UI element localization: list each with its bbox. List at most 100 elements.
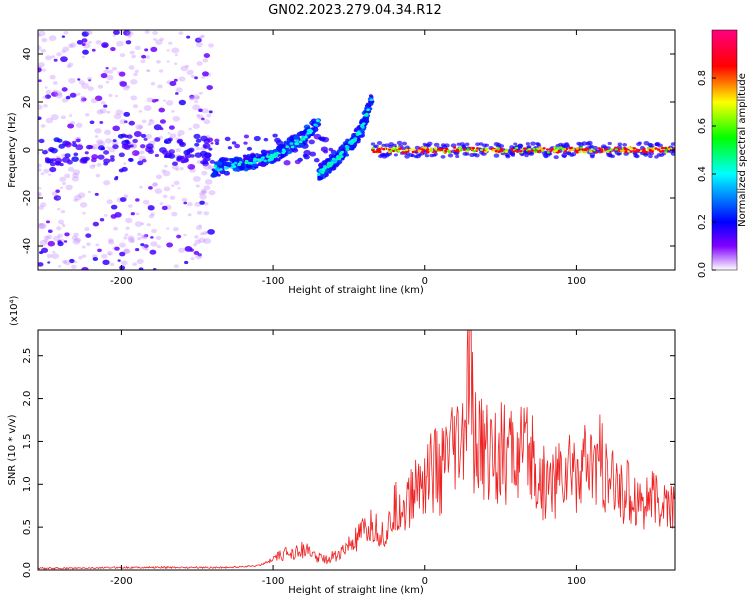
spectrogram-cell [190, 154, 195, 158]
spectrogram-cell [201, 155, 207, 159]
spectrogram-cell [172, 226, 179, 232]
snr-panel: -200 -100 0 100 0.0 0.5 1.0 1.5 2.0 2.5 Height of… [7, 295, 676, 596]
spectrogram-cell [146, 97, 154, 103]
spectrogram-cell [192, 104, 201, 111]
spectrogram-cell [275, 151, 280, 155]
spectrogram-cell [59, 186, 64, 189]
spectrogram-cell [40, 172, 45, 176]
spectrogram-cell [171, 47, 180, 54]
spectrogram-cell [173, 264, 179, 269]
spectrogram-cell [48, 173, 52, 176]
spectrogram-cell [270, 156, 274, 160]
spectrogram-cell [657, 148, 661, 151]
spectrogram-cell [298, 140, 303, 144]
spectrogram-cell [202, 58, 209, 63]
spectrogram-cell [84, 113, 90, 117]
spectrogram-cell [128, 204, 133, 208]
spectrogram-cell [60, 56, 68, 63]
spectrogram-cell [50, 114, 59, 121]
spectrogram-cell [115, 109, 124, 115]
spectrogram-cell [113, 226, 119, 231]
spectrogram-cell [71, 156, 79, 162]
spectrogram-cell [127, 237, 135, 243]
spectrogram-cell [309, 151, 317, 157]
snr-ytick-label: 2.5 [22, 348, 33, 364]
spectrogram-cell [203, 185, 211, 191]
spectrogram-cell [130, 79, 138, 85]
spectrogram-cell [664, 151, 668, 154]
spectrogram-cell [425, 148, 430, 151]
spectrogram-cell [576, 141, 582, 146]
spectrogram-ytick-label: 40 [22, 48, 33, 61]
spectrogram-cell [475, 147, 480, 150]
spectrogram-cell [176, 234, 182, 239]
spectrogram-ytick-label: -20 [22, 190, 33, 206]
spectrogram-cell [117, 133, 125, 139]
spectrogram-cell [198, 224, 202, 227]
spectrogram-cell [112, 125, 120, 132]
spectrogram-cell [252, 160, 257, 164]
spectrogram-cell [43, 238, 49, 243]
spectrogram-cell [57, 241, 64, 247]
spectrogram-cell [172, 115, 181, 122]
spectrogram-cell [337, 155, 342, 159]
spectrogram-cell [141, 119, 147, 124]
spectrogram-cell [452, 146, 457, 149]
spectrogram-cell [152, 182, 158, 187]
spectrogram-cell [175, 148, 181, 153]
spectrogram-cell [186, 69, 194, 75]
spectrogram-cell [39, 250, 44, 255]
spectrogram-cell [172, 161, 178, 166]
spectrogram-cell [171, 164, 179, 170]
spectrogram-cell [51, 91, 59, 97]
spectrogram-cell [641, 150, 645, 153]
colorbar-tick-label: 0.6 [697, 118, 708, 134]
spectrogram-cell [145, 247, 149, 251]
spectrogram-cell [87, 190, 92, 194]
spectrogram-cell [53, 137, 60, 143]
spectrogram-cell [606, 150, 610, 153]
spectrogram-cell [192, 94, 200, 100]
spectrogram-cell [123, 134, 129, 138]
spectrogram-cell [171, 184, 175, 187]
spectrogram-cell [73, 152, 79, 157]
spectrogram-cell [310, 118, 318, 124]
spectrogram-cell [121, 260, 128, 266]
spectrogram-cell [45, 55, 52, 61]
spectrogram-cell [147, 123, 152, 126]
spectrogram-cell [380, 152, 386, 157]
spectrogram-cell [72, 140, 77, 144]
spectrogram-cell [103, 214, 108, 217]
spectrogram-cell [320, 146, 328, 152]
spectrogram-cell [345, 145, 350, 149]
spectrogram-cell [494, 149, 498, 153]
spectrogram-cell [218, 157, 226, 163]
spectrogram-cell [162, 194, 168, 199]
spectrogram-cell [61, 259, 68, 264]
spectrogram-cell [38, 138, 45, 144]
spectrogram-cell [101, 42, 109, 48]
spectrogram-cell [171, 110, 175, 113]
spectrogram-cell [150, 46, 158, 53]
spectrogram-cell [178, 31, 184, 35]
colorbar-ticks: 0.0 0.2 0.4 0.6 0.8 [697, 70, 716, 278]
spectrogram-cell [371, 147, 375, 150]
spectrogram-cell [101, 253, 108, 259]
spectrogram-cell [40, 124, 46, 128]
spectrogram-cell [156, 244, 161, 249]
spectrogram-cell [424, 146, 428, 149]
spectrogram-cell [163, 99, 167, 102]
spectrogram-cell [89, 164, 96, 169]
spectrogram-cell [183, 233, 187, 237]
spectrogram-cell [68, 44, 74, 48]
spectrogram-cell [115, 94, 119, 98]
spectrogram-cell [54, 90, 63, 97]
spectrogram-cell [194, 100, 199, 104]
spectrogram-cell [135, 212, 140, 216]
spectrogram-cell [96, 139, 104, 145]
spectrogram-cell [38, 168, 42, 172]
spectrogram-cell [471, 146, 475, 150]
spectrogram-cell [57, 219, 64, 225]
spectrogram-cell [560, 143, 566, 148]
spectrogram-cell [109, 262, 115, 267]
